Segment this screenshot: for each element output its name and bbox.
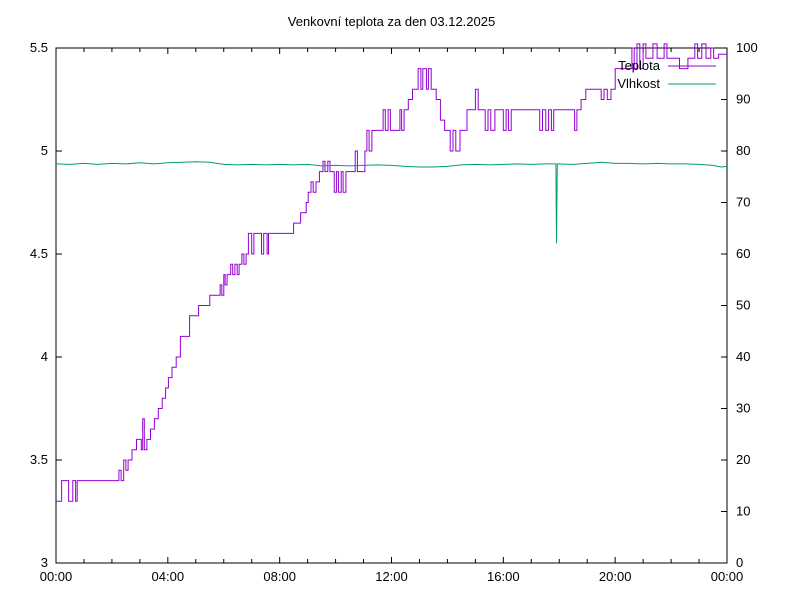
x-axis-ticks <box>55 48 728 563</box>
y-left-tick-label: 3 <box>41 555 48 570</box>
y-right-tick-label: 90 <box>736 92 750 107</box>
y-right-tick-label: 80 <box>736 143 750 158</box>
x-tick-label: 12:00 <box>375 569 408 584</box>
series-vlhkost-line <box>55 161 728 244</box>
x-tick-label: 20:00 <box>599 569 632 584</box>
y-right-tick-label: 0 <box>736 555 743 570</box>
x-tick-label: 08:00 <box>263 569 296 584</box>
y-left-tick-label: 4.5 <box>30 246 48 261</box>
y-right-tick-label: 70 <box>736 195 750 210</box>
y-right-tick-label: 20 <box>736 452 750 467</box>
x-tick-label: 04:00 <box>152 569 185 584</box>
y-right-ticks: 0 10 20 30 40 50 60 70 80 90 100 <box>721 40 758 570</box>
y-left-tick-label: 5.5 <box>30 40 48 55</box>
y-right-tick-label: 60 <box>736 246 750 261</box>
series-teplota-line <box>56 43 727 502</box>
y-left-tick-label: 4 <box>41 349 48 364</box>
legend-label-vlhkost: Vlhkost <box>617 76 660 91</box>
x-tick-label: 16:00 <box>487 569 520 584</box>
axes-frame <box>55 47 728 564</box>
y-left-ticks: 3 3.5 4 4.5 5 5.5 <box>30 40 62 570</box>
chart-title: Venkovní teplota za den 03.12.2025 <box>287 14 496 29</box>
y-right-tick-label: 10 <box>736 504 750 519</box>
x-axis-tick-labels: 00:00 04:00 08:00 12:00 16:00 20:00 00:00 <box>40 569 744 584</box>
y-left-tick-label: 3.5 <box>30 452 48 467</box>
y-right-tick-label: 30 <box>736 401 750 416</box>
legend-label-teplota: Teplota <box>618 58 661 73</box>
x-tick-label: 00:00 <box>40 569 73 584</box>
y-left-tick-label: 5 <box>41 143 48 158</box>
y-right-tick-label: 50 <box>736 298 750 313</box>
x-tick-label: 00:00 <box>711 569 744 584</box>
legend: Teplota Vlhkost <box>617 58 716 91</box>
y-right-tick-label: 100 <box>736 40 758 55</box>
y-right-tick-label: 40 <box>736 349 750 364</box>
